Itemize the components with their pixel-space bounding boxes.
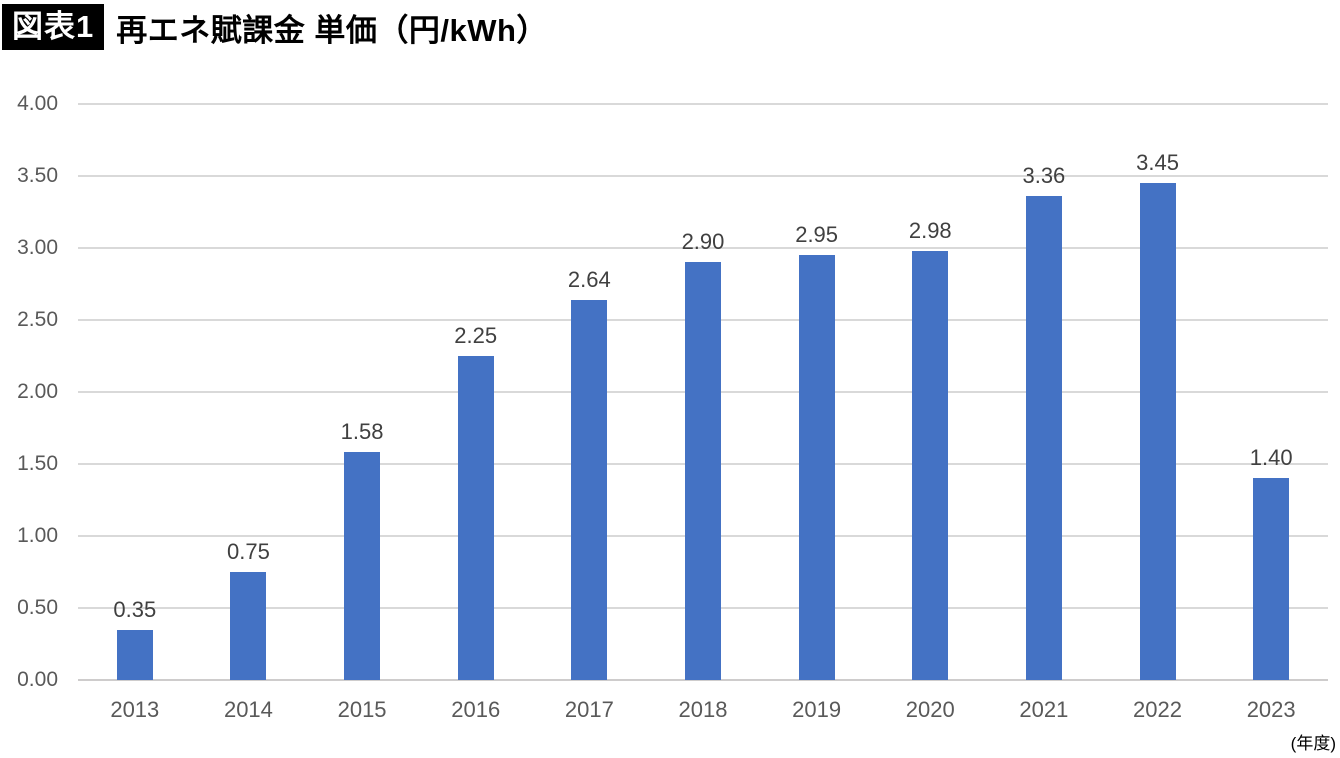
y-tick-label: 2.50: [17, 308, 58, 331]
bar-slot: 0.75: [192, 104, 306, 680]
x-tick-label: 2021: [1019, 697, 1069, 722]
bar-value-label: 0.75: [227, 539, 270, 564]
x-tick-label: 2013: [110, 697, 160, 722]
y-axis: 0.00 0.50 1.00 1.50 2.00 2.50 3.00 3.50 4.00: [0, 92, 58, 691]
bar-value-label: 1.40: [1249, 445, 1293, 471]
x-axis-unit-label: (年度): [1290, 734, 1336, 753]
bar-value-label: 3.45: [1136, 150, 1179, 176]
bar-slot: 0.35: [78, 104, 192, 680]
bar-value-label: 2.64: [567, 266, 611, 292]
bar-2018: [684, 262, 721, 680]
bar-slot: 1.40: [1214, 104, 1328, 680]
y-tick-label: 2.00: [17, 380, 58, 403]
bar-2015: [344, 452, 381, 680]
bar-slot: 2.90: [646, 104, 760, 680]
bar-slot: 1.58: [305, 104, 419, 680]
x-axis-baseline: [78, 679, 1328, 681]
bar-slot: 2.64: [533, 104, 647, 680]
y-tick-label: 0.50: [17, 596, 58, 619]
bar-slot: 2.25: [419, 104, 533, 680]
x-tick-label: 2016: [451, 697, 501, 722]
bar-2014: [230, 572, 267, 680]
bar-2021: [1025, 196, 1062, 680]
x-axis: 2013 2014 2015 2016 2017 2018 2019 2020 2021 2022…: [78, 697, 1328, 727]
bar-2022: [1139, 183, 1176, 680]
x-tick-label: 2014: [223, 697, 273, 722]
x-tick-label: 2020: [905, 697, 955, 722]
bar-value-label: 2.95: [795, 222, 839, 248]
x-tick-label: 2019: [792, 697, 842, 722]
gridline: [78, 103, 1328, 105]
y-tick-label: 3.50: [17, 164, 58, 187]
bar-2020: [912, 250, 949, 680]
bar-slot: 3.36: [987, 104, 1101, 680]
x-tick-label: 2023: [1246, 697, 1296, 722]
y-tick-label: 1.00: [17, 524, 58, 547]
bar-2016: [457, 356, 494, 680]
bar-slot: 2.98: [873, 104, 987, 680]
x-tick-label: 2017: [564, 697, 614, 722]
bar-slot: 2.95: [760, 104, 874, 680]
bar-value-label: 2.25: [454, 323, 498, 348]
bar-2019: [798, 255, 835, 680]
chart-title: 再エネ賦課金 単価（円/kWh）: [116, 12, 548, 48]
bar-value-label: 0.35: [113, 596, 157, 622]
figure-number-badge: 図表1: [2, 4, 105, 50]
gridline: [78, 247, 1328, 249]
bar-2013: [116, 629, 153, 680]
y-tick-label: 3.00: [17, 236, 58, 259]
bar-value-label: 2.90: [681, 229, 725, 255]
x-tick-label: 2022: [1133, 697, 1182, 722]
bar-value-label: 3.36: [1022, 163, 1066, 189]
plot-area: 0.35 0.75 1.58 2.25 2.64 2.90 2.95 2.98 3.36 3.45…: [78, 103, 1328, 681]
bar-2023: [1253, 478, 1290, 680]
y-tick-label: 4.00: [17, 92, 58, 115]
x-tick-label: 2018: [678, 697, 728, 722]
x-tick-label: 2015: [337, 697, 387, 722]
bar-value-label: 2.98: [908, 217, 952, 243]
bar-2017: [571, 299, 608, 680]
y-tick-label: 1.50: [17, 452, 58, 475]
bar-slot: 3.45: [1101, 104, 1215, 680]
y-tick-label: 0.00: [17, 668, 58, 691]
bar-value-label: 1.58: [340, 419, 384, 445]
gridline: [78, 175, 1328, 177]
chart-header: 図表1 再エネ賦課金 単価（円/kWh）: [2, 4, 548, 50]
